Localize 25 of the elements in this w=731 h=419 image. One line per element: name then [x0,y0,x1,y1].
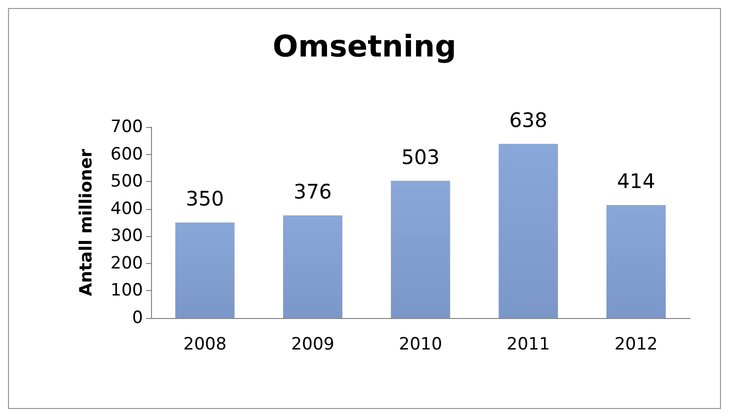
y-tick-label: 0 [132,308,143,328]
y-tick-label: 200 [110,253,143,274]
bar [606,205,666,318]
x-tick-label: 2009 [291,334,334,354]
y-axis-title: Antall millioner [76,148,96,296]
data-label: 503 [401,144,440,169]
bar [498,144,558,318]
y-tick-label: 500 [110,172,143,192]
x-tick-label: 2008 [183,334,227,354]
bar [390,180,450,318]
data-label: 638 [509,108,548,132]
y-tick-label: 100 [110,280,143,301]
y-tick-label: 600 [110,144,143,164]
data-label: 376 [294,179,332,204]
x-tick-label: 2010 [398,334,442,354]
y-tick-label: 400 [110,198,143,219]
y-tick-label: 700 [110,117,143,137]
x-tick-label: 2012 [614,334,658,354]
data-label: 414 [617,169,656,194]
bar [175,222,235,318]
x-tick-label: 2011 [506,334,550,354]
bar [283,215,342,318]
data-label: 350 [186,186,224,210]
y-tick-label: 300 [110,226,143,246]
chart-title: Omsetning [272,30,456,64]
